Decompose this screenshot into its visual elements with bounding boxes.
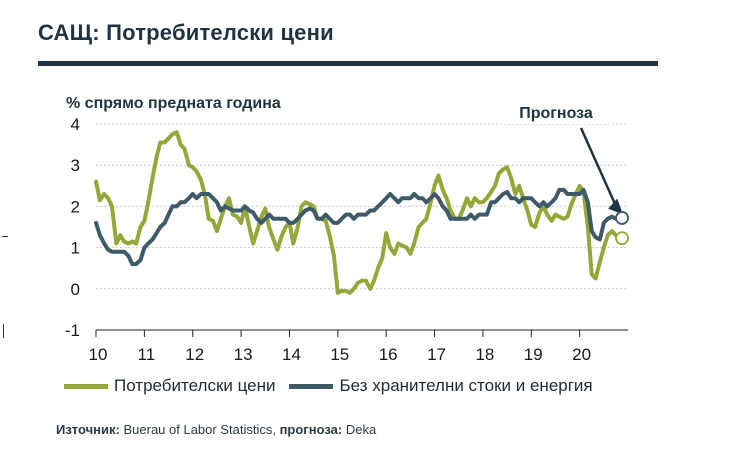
y-tick-label: 0 (71, 280, 80, 299)
source-forecast-text: Deka (345, 422, 377, 437)
x-tick-label: 18 (475, 345, 494, 364)
y-tick-label: 3 (71, 156, 80, 175)
legend-label-cpi: Потребителски цени (114, 376, 276, 395)
edge-artifact-dash (2, 236, 8, 237)
x-tick-label: 10 (89, 345, 108, 364)
legend-item-cpi: Потребителски цени (64, 376, 275, 396)
legend-swatch-core (289, 383, 334, 389)
source-text: Buerau of Labor Statistics, (123, 422, 280, 437)
x-tick-label: 13 (234, 345, 253, 364)
cpi-line (94, 130, 618, 295)
x-tick-label: 11 (138, 345, 156, 364)
annotation-backdrop (500, 98, 612, 124)
y-tick-label: 2 (71, 197, 80, 216)
edge-artifact-bar (3, 324, 4, 338)
x-tick-label: 14 (282, 345, 301, 364)
x-tick-label: 20 (572, 345, 591, 364)
legend-label-core: Без хранителни стоки и енергия (339, 376, 593, 395)
ylabel-backdrop (64, 90, 326, 114)
x-tick-label: 17 (427, 345, 446, 364)
chart-title: САЩ: Потребителски цени (38, 20, 334, 45)
y-axis-label: % спрямо предната година (66, 95, 281, 112)
y-tick-label: 1 (71, 239, 80, 258)
annotation-arrow-shaft (579, 127, 618, 208)
title-underline (38, 61, 658, 66)
x-tick-label: 19 (524, 345, 543, 364)
core-line (94, 187, 618, 267)
y-tick-label: 4 (71, 115, 80, 134)
x-tick-label: 12 (185, 345, 204, 364)
legend-item-core: Без хранителни стоки и енергия (289, 376, 593, 396)
legend-swatch-cpi (64, 383, 108, 389)
y-tick-label: -1 (65, 321, 80, 340)
core-forecast-point (615, 211, 629, 225)
cpi-forecast-point (615, 231, 629, 246)
source-note: Източник: Buerau of Labor Statistics, пр… (56, 422, 376, 437)
x-tick-label: 16 (379, 345, 398, 364)
annotation-arrowhead (608, 198, 624, 215)
source-label: Източник: (56, 422, 120, 437)
source-forecast-label: прогноза: (279, 422, 343, 437)
x-tick-label: 15 (330, 345, 349, 364)
legend: Потребителски цени Без хранителни стоки … (64, 376, 607, 396)
annotation-label: Прогноза (519, 105, 593, 122)
